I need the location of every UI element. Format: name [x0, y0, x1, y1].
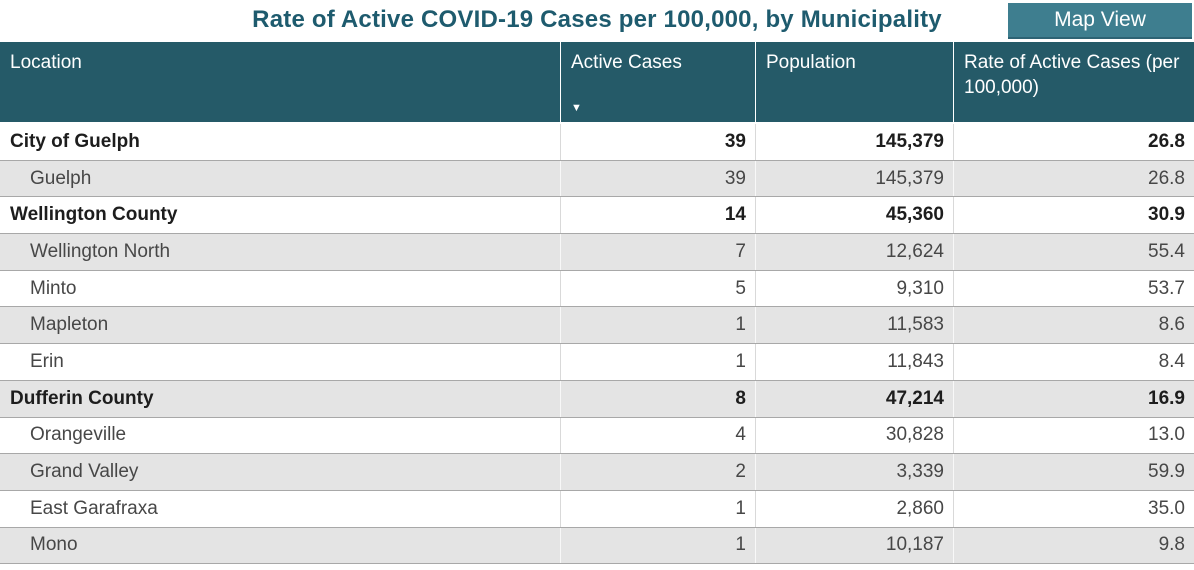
- table-row[interactable]: Erin 1 11,843 8.4: [0, 344, 1194, 381]
- active-cases-cell: 5: [560, 270, 755, 307]
- table-body: City of Guelph 39 145,379 26.8 Guelph 39…: [0, 122, 1194, 565]
- table-row[interactable]: Dufferin County 8 47,214 16.9: [0, 380, 1194, 418]
- location-cell: Dufferin County: [10, 387, 154, 409]
- table-row[interactable]: Mapleton 1 11,583 8.6: [0, 307, 1194, 345]
- sort-descending-icon: ▼: [571, 102, 582, 115]
- population-cell: 145,379: [755, 124, 953, 160]
- rate-cell: 59.9: [953, 454, 1194, 490]
- population-cell: 9,310: [755, 270, 953, 307]
- population-cell: 45,360: [755, 197, 953, 234]
- active-cases-cell: 1: [560, 490, 755, 527]
- active-cases-cell: 39: [560, 160, 755, 197]
- location-cell: City of Guelph: [10, 130, 140, 152]
- table-row[interactable]: Guelph 39 145,379 26.8: [0, 160, 1194, 198]
- rate-cell: 16.9: [953, 380, 1194, 417]
- population-cell: 47,214: [755, 380, 953, 417]
- location-cell: Minto: [30, 277, 77, 299]
- rate-cell: 26.8: [953, 124, 1194, 160]
- column-header-location[interactable]: Location: [0, 42, 560, 122]
- location-cell: Wellington County: [10, 204, 178, 226]
- location-cell: Erin: [30, 350, 64, 372]
- active-cases-cell: 1: [560, 344, 755, 380]
- location-cell: Grand Valley: [30, 461, 139, 483]
- rate-cell: 55.4: [953, 234, 1194, 270]
- table-row[interactable]: Grand Valley 2 3,339 59.9: [0, 454, 1194, 491]
- column-header-label: Location: [10, 52, 82, 73]
- active-cases-cell: 2: [560, 454, 755, 490]
- table-row[interactable]: Minto 5 9,310 53.7: [0, 270, 1194, 308]
- table-row[interactable]: Wellington County 14 45,360 30.9: [0, 197, 1194, 235]
- population-cell: 10,187: [755, 527, 953, 564]
- rate-cell: 13.0: [953, 417, 1194, 454]
- column-header-label: Rate of Active Cases (per 100,000): [964, 52, 1180, 99]
- top-bar: Rate of Active COVID-19 Cases per 100,00…: [0, 0, 1194, 42]
- rate-cell: 53.7: [953, 270, 1194, 307]
- column-header-label: Population: [766, 52, 856, 73]
- population-cell: 11,843: [755, 344, 953, 380]
- active-cases-cell: 4: [560, 417, 755, 454]
- column-header-label: Active Cases: [571, 52, 682, 73]
- rate-cell: 35.0: [953, 490, 1194, 527]
- population-cell: 2,860: [755, 490, 953, 527]
- column-header-active-cases[interactable]: Active Cases ▼: [560, 42, 755, 122]
- location-cell: Wellington North: [30, 240, 171, 262]
- table-row[interactable]: Orangeville 4 30,828 13.0: [0, 417, 1194, 455]
- table-row[interactable]: City of Guelph 39 145,379 26.8: [0, 124, 1194, 161]
- location-cell: Orangeville: [30, 424, 127, 446]
- location-cell: Guelph: [30, 167, 92, 189]
- rate-cell: 8.4: [953, 344, 1194, 380]
- active-cases-cell: 39: [560, 124, 755, 160]
- page-title: Rate of Active COVID-19 Cases per 100,00…: [252, 6, 942, 33]
- population-cell: 30,828: [755, 417, 953, 454]
- location-cell: Mapleton: [30, 314, 109, 336]
- population-cell: 3,339: [755, 454, 953, 490]
- location-cell: Mono: [30, 534, 78, 556]
- rate-cell: 8.6: [953, 307, 1194, 344]
- population-cell: 12,624: [755, 234, 953, 270]
- active-cases-cell: 1: [560, 527, 755, 564]
- table-header: Location Active Cases ▼ Population Rate …: [0, 42, 1194, 122]
- location-cell: East Garafraxa: [30, 497, 158, 519]
- active-cases-cell: 1: [560, 307, 755, 344]
- rate-cell: 26.8: [953, 160, 1194, 197]
- column-header-population[interactable]: Population: [755, 42, 953, 122]
- population-cell: 11,583: [755, 307, 953, 344]
- table-row[interactable]: East Garafraxa 1 2,860 35.0: [0, 490, 1194, 528]
- active-cases-cell: 7: [560, 234, 755, 270]
- population-cell: 145,379: [755, 160, 953, 197]
- rate-cell: 30.9: [953, 197, 1194, 234]
- active-cases-cell: 8: [560, 380, 755, 417]
- table-row[interactable]: Mono 1 10,187 9.8: [0, 527, 1194, 565]
- active-cases-cell: 14: [560, 197, 755, 234]
- column-header-rate[interactable]: Rate of Active Cases (per 100,000): [953, 42, 1194, 122]
- rate-cell: 9.8: [953, 527, 1194, 564]
- table-row[interactable]: Wellington North 7 12,624 55.4: [0, 234, 1194, 271]
- map-view-button[interactable]: Map View: [1008, 3, 1192, 39]
